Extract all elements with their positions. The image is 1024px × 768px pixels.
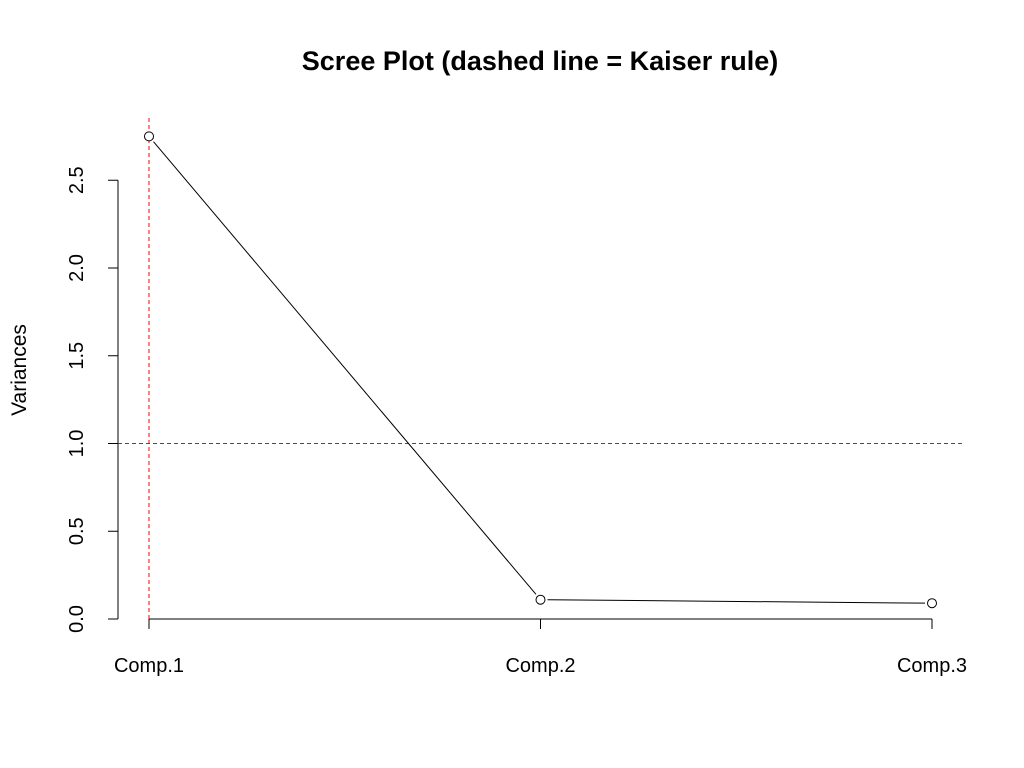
y-tick-label: 1.5 <box>66 342 88 370</box>
x-tick-label: Comp.2 <box>505 655 575 677</box>
data-point <box>144 131 154 142</box>
chart-title: Scree Plot (dashed line = Kaiser rule) <box>302 46 778 76</box>
reference-lines <box>118 118 965 619</box>
series-line-segment <box>547 599 926 604</box>
y-axis-title: Variances <box>8 324 31 416</box>
y-tick-label: 2.5 <box>66 166 88 194</box>
data-point <box>535 594 546 605</box>
y-tick-label: 0.5 <box>66 517 88 545</box>
axes: 0.0 0.5 1.0 1.5 2.0 2.5 Comp.1 Comp.2 Comp.3 <box>66 166 967 677</box>
y-tick-label: 2.0 <box>66 254 88 282</box>
x-tick-label: Comp.3 <box>897 655 967 677</box>
y-tick-label: 0.0 <box>66 605 88 633</box>
data-point <box>927 598 937 609</box>
series-layer <box>144 131 937 609</box>
x-tick-label: Comp.1 <box>114 655 184 677</box>
y-tick-label: 1.0 <box>66 430 88 458</box>
series-line-segment <box>153 141 537 595</box>
